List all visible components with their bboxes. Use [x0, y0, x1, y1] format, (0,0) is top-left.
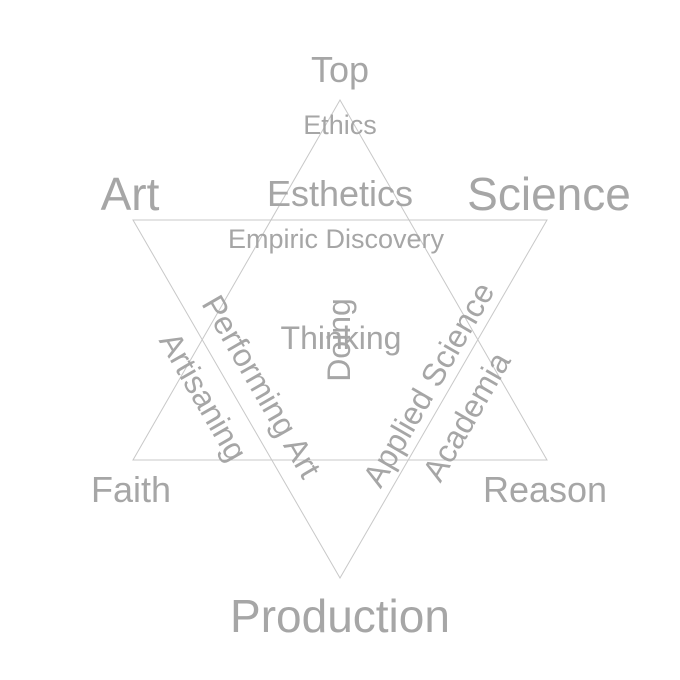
label-art: Art [101, 168, 160, 220]
label-esthetics: Esthetics [267, 173, 413, 214]
label-production: Production [230, 590, 450, 642]
label-reason: Reason [483, 469, 607, 510]
label-top: Top [311, 49, 369, 90]
upward-triangle [132, 98, 548, 461]
label-faith: Faith [91, 469, 171, 510]
label-ethics: Ethics [303, 110, 377, 140]
label-empiric-discovery: Empiric Discovery [228, 224, 445, 254]
label-science: Science [467, 168, 631, 220]
label-doing: Doing [321, 298, 357, 382]
downward-triangle [132, 219, 548, 579]
label-thinking: Thinking [281, 320, 402, 356]
